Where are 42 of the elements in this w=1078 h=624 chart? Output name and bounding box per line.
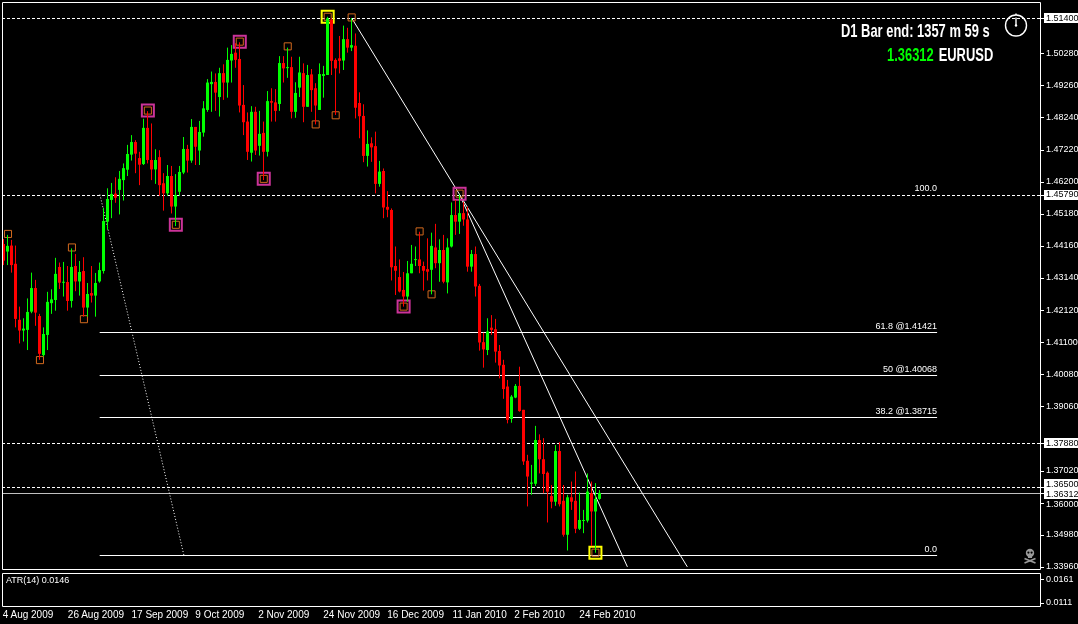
- y-tick-label: 0.0161: [1046, 573, 1074, 584]
- y-tick-label: 1.50280: [1046, 47, 1078, 58]
- annotation: 0.0: [924, 543, 938, 554]
- y-tick-label: 1.36000: [1046, 498, 1078, 509]
- x-tick-label: 9 Oct 2009: [195, 608, 245, 620]
- y-tick-label: 1.41100: [1046, 336, 1078, 347]
- x-tick-label: 2 Feb 2010: [514, 608, 566, 620]
- annotation: 100.0: [914, 183, 938, 194]
- y-tick-label: 1.42120: [1046, 304, 1078, 315]
- y-tick-label: 1.37880: [1046, 437, 1078, 448]
- y-tick-label: 0.0111: [1046, 597, 1073, 608]
- ref-line-label: 61.8 @1.41421: [875, 321, 938, 332]
- annotation: EURUSD: [938, 44, 993, 65]
- x-tick-label: 24 Feb 2010: [579, 608, 636, 620]
- x-tick-label: 24 Nov 2009: [323, 608, 381, 620]
- x-tick-label: 11 Jan 2010: [452, 608, 508, 620]
- y-tick-label: 1.43140: [1046, 272, 1078, 283]
- y-tick-label: 1.33960: [1046, 561, 1078, 572]
- y-tick-label: 1.40080: [1046, 368, 1078, 379]
- y-tick-label: 1.47220: [1046, 144, 1078, 155]
- annotation: 1.36312: [887, 44, 934, 65]
- annotation: D1 Bar end: 1357 m 59 s: [841, 20, 990, 41]
- y-tick-label: 1.48240: [1046, 111, 1078, 122]
- y-tick-label: 1.51400: [1046, 12, 1078, 23]
- chart-title: ATR(14) 0.0146: [6, 575, 70, 586]
- ref-line-label: 50 @1.40068: [882, 364, 938, 375]
- y-tick-label: 1.49260: [1046, 79, 1078, 90]
- x-tick-label: 4 Aug 2009: [2, 608, 54, 620]
- y-tick-label: 1.39060: [1046, 400, 1078, 411]
- y-tick-label: 1.46200: [1046, 176, 1078, 187]
- y-tick-label: 1.45790: [1046, 189, 1078, 200]
- x-tick-label: 16 Dec 2009: [387, 608, 445, 620]
- y-tick-label: 1.37020: [1046, 465, 1078, 476]
- y-tick-label: 1.36500: [1046, 478, 1078, 489]
- x-tick-label: 26 Aug 2009: [67, 608, 125, 620]
- y-tick-label: 1.36312: [1046, 488, 1078, 499]
- y-tick-label: 1.44160: [1046, 240, 1078, 251]
- y-tick-label: 1.34980: [1046, 529, 1078, 540]
- y-tick-label: 1.45180: [1046, 208, 1078, 219]
- x-tick-label: 17 Sep 2009: [131, 608, 189, 620]
- x-tick-label: 2 Nov 2009: [258, 608, 310, 620]
- ref-line-label: 38.2 @1.38715: [875, 406, 938, 417]
